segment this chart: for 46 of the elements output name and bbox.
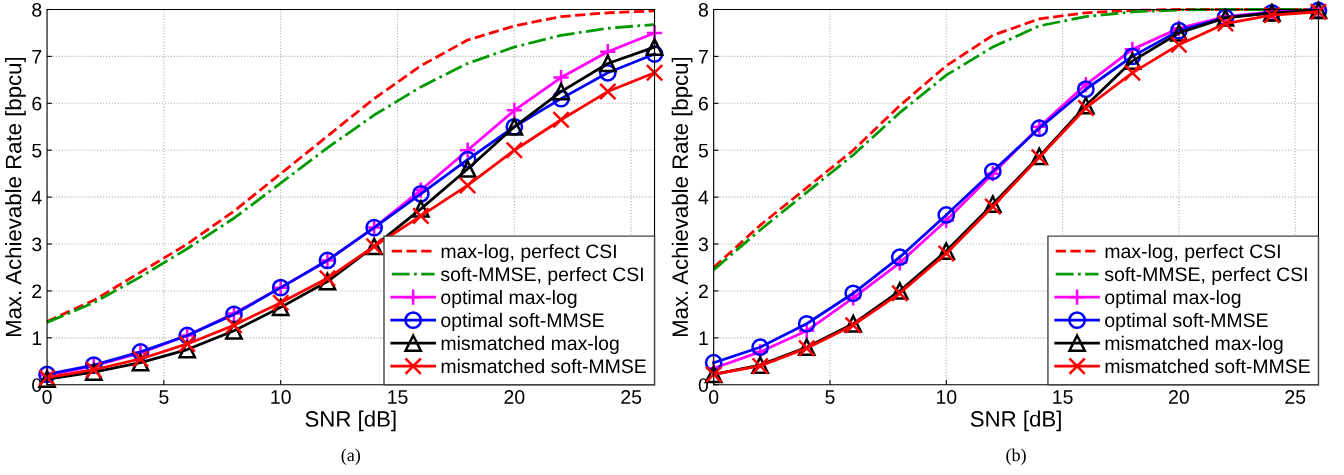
- legend-label: optimal max-log: [441, 289, 577, 309]
- y-tick-label: 1: [699, 331, 708, 345]
- x-tick-label: 5: [825, 390, 835, 404]
- x-axis-title: SNR [dB]: [305, 410, 396, 432]
- legend-label: optimal max-log: [1105, 289, 1241, 309]
- legend-label: mismatched max-log: [441, 335, 619, 354]
- y-tick-label: 7: [32, 50, 42, 64]
- y-tick-label: 4: [698, 190, 709, 205]
- x-tick-label: 0: [42, 390, 52, 404]
- legend-label: optimal soft-MMSE: [441, 312, 604, 331]
- legend-label: optimal soft-MMSE: [1105, 312, 1268, 331]
- y-tick-label: 8: [32, 2, 42, 17]
- x-tick-label: 0: [709, 390, 719, 404]
- x-tick-label: 20: [504, 390, 525, 404]
- legend-label: soft-MMSE, perfect CSI: [440, 266, 643, 286]
- x-tick-label: 25: [621, 390, 642, 404]
- y-tick-label: 5: [32, 143, 42, 158]
- y-tick-label: 3: [698, 237, 708, 252]
- y-tick-label: 2: [698, 284, 708, 298]
- x-tick-label: 5: [159, 390, 169, 404]
- legend-label: soft-MMSE, perfect CSI: [1104, 266, 1307, 286]
- y-tick-label: 6: [32, 96, 42, 111]
- x-tick-label: 20: [1169, 390, 1189, 404]
- y-tick-label: 6: [698, 96, 708, 111]
- legend-label: mismatched soft-MMSE: [441, 358, 646, 374]
- x-tick-label: 10: [936, 390, 957, 404]
- y-tick-label: 5: [698, 143, 708, 158]
- x-tick-label: 10: [271, 390, 291, 404]
- y-tick-label: 3: [32, 237, 42, 252]
- x-tick-label: 15: [1053, 390, 1073, 404]
- x-axis-title: SNR [dB]: [970, 410, 1061, 432]
- y-tick-label: 2: [32, 284, 42, 298]
- legend-label: mismatched soft-MMSE: [1105, 358, 1310, 374]
- legend-label: max-log, perfect CSI: [1105, 243, 1280, 263]
- y-axis-title: Max. Achievable Rate [bpcu]: [5, 57, 26, 337]
- legend-label: mismatched max-log: [1105, 335, 1283, 354]
- y-tick-label: 1: [32, 331, 42, 345]
- y-axis-title: Max. Achievable Rate [bpcu]: [671, 57, 693, 337]
- text: (a): [341, 448, 361, 465]
- x-tick-label: 15: [388, 390, 408, 404]
- y-tick-label: 7: [698, 50, 708, 64]
- legend-label: max-log, perfect CSI: [441, 243, 616, 263]
- x-tick-label: 25: [1285, 390, 1306, 404]
- text: (b): [1006, 448, 1026, 465]
- y-tick-label: 4: [31, 190, 42, 205]
- y-tick-label: 8: [698, 2, 708, 17]
